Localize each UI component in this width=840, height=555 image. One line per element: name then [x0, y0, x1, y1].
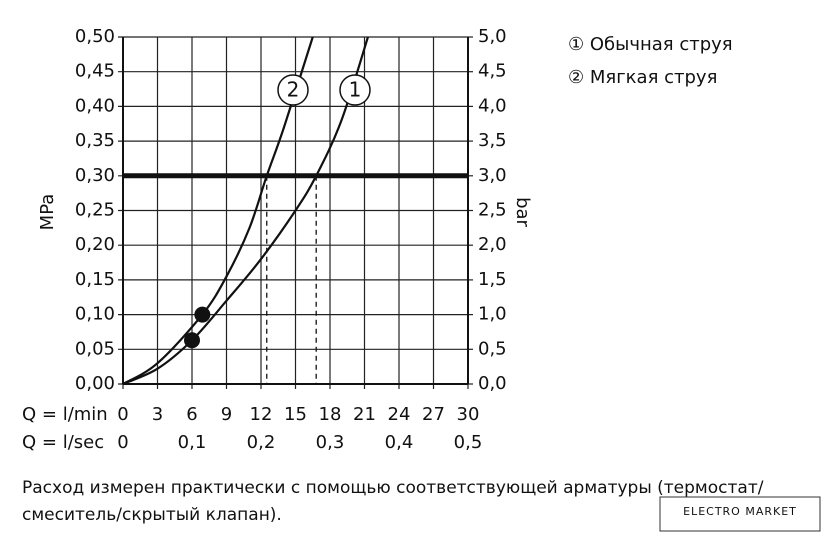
- y-tick-label: 0,40: [75, 95, 115, 116]
- x-tick-label: 0: [117, 404, 128, 425]
- x-tick-label: 30: [457, 404, 480, 425]
- marker: [184, 332, 200, 349]
- y2-tick-label: 2,5: [478, 200, 507, 221]
- x-tick-label: 18: [319, 404, 342, 425]
- y2-tick-label: 1,0: [478, 304, 507, 325]
- x2-tick-label: 0,1: [178, 432, 207, 453]
- legend-entry: ② Мягкая струя: [568, 67, 717, 88]
- x2-axis-label: Q = l/sec: [22, 432, 104, 453]
- curve: [122, 36, 314, 385]
- y2-tick-label: 5,0: [478, 26, 507, 47]
- y2-axis-label: bar: [512, 197, 533, 227]
- legend-entry: ① Обычная струя: [568, 34, 733, 55]
- curve-label-circle: [339, 74, 371, 106]
- x-tick-label: 12: [250, 404, 273, 425]
- x-axis-label: Q = l/min: [22, 404, 108, 425]
- x2-tick-label: 0: [117, 432, 128, 453]
- x-tick-label: 15: [284, 404, 307, 425]
- watermark: ELECTRO MARKET: [683, 505, 797, 518]
- y2-tick-label: 1,5: [478, 269, 507, 290]
- x2-tick-label: 0,4: [385, 432, 414, 453]
- y-tick-label: 0,50: [75, 26, 115, 47]
- y2-tick-label: 3,5: [478, 130, 507, 151]
- y2-tick-label: 4,0: [478, 95, 507, 116]
- x-tick-label: 24: [388, 404, 411, 425]
- y-tick-label: 0,20: [75, 234, 115, 255]
- curve-label-circle: [277, 74, 309, 106]
- x2-tick-label: 0,3: [316, 432, 345, 453]
- x2-tick-label: 0,5: [454, 432, 483, 453]
- x2-tick-label: 0,2: [247, 432, 276, 453]
- curve: [122, 36, 369, 386]
- y2-tick-label: 4,5: [478, 61, 507, 82]
- x-tick-label: 27: [422, 404, 445, 425]
- watermark-box: [659, 496, 821, 532]
- y-tick-label: 0,15: [75, 269, 115, 290]
- y-tick-label: 0,00: [75, 373, 115, 394]
- y-tick-label: 0,35: [75, 130, 115, 151]
- footnote: смеситель/скрытый клапан).: [22, 505, 282, 525]
- x-tick-label: 21: [353, 404, 376, 425]
- y2-tick-label: 0,0: [478, 373, 507, 394]
- curve-label: 1: [349, 78, 362, 102]
- y-axis-label: MPa: [37, 194, 58, 231]
- y2-tick-label: 2,0: [478, 234, 507, 255]
- y-tick-label: 0,10: [75, 304, 115, 325]
- curve-label: 2: [287, 78, 300, 102]
- y-tick-label: 0,30: [75, 165, 115, 186]
- x-tick-label: 6: [186, 404, 197, 425]
- x-tick-label: 9: [221, 404, 232, 425]
- x-tick-label: 3: [152, 404, 163, 425]
- y-tick-label: 0,45: [75, 61, 115, 82]
- y-tick-label: 0,05: [75, 338, 115, 359]
- y2-tick-label: 3,0: [478, 165, 507, 186]
- y-tick-label: 0,25: [75, 200, 115, 221]
- footnote: Расход измерен практически с помощью соо…: [22, 478, 764, 498]
- y2-tick-label: 0,5: [478, 338, 507, 359]
- marker: [194, 306, 211, 323]
